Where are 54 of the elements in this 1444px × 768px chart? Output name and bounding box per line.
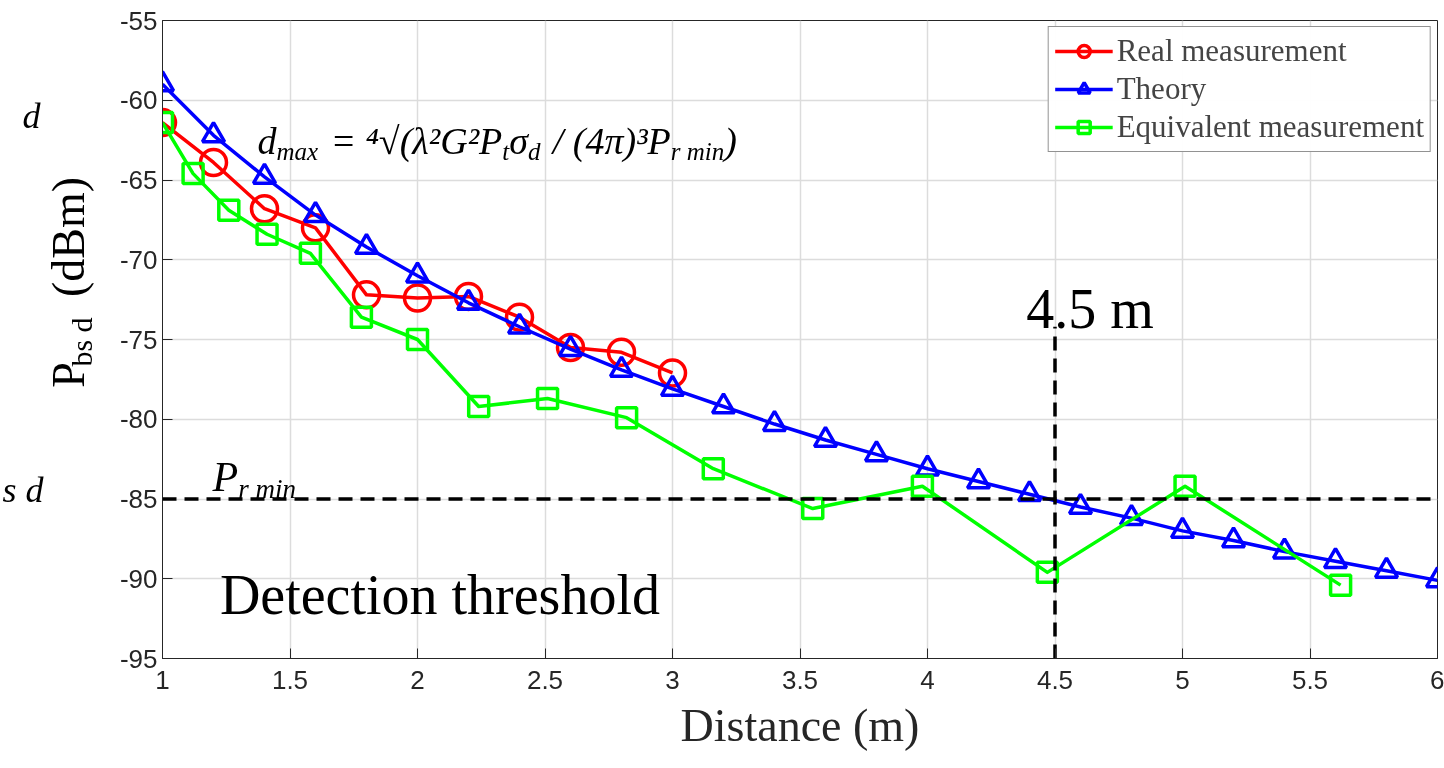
y-tick-label: -70 xyxy=(119,244,158,275)
y-tick-label: -95 xyxy=(119,643,158,674)
legend-label: Equivalent measurement xyxy=(1116,109,1424,145)
point xyxy=(965,467,992,490)
point xyxy=(181,161,205,186)
x-tick-label: 1.5 xyxy=(271,664,309,695)
y-tick-label: -60 xyxy=(119,85,158,116)
y-tick-label: -90 xyxy=(119,563,158,594)
point xyxy=(1322,546,1349,570)
point xyxy=(217,198,241,223)
point xyxy=(1373,556,1400,579)
x-tick-label: 2.5 xyxy=(526,664,564,695)
x-tick-label: 5.5 xyxy=(1291,664,1329,695)
x-tick-label: 3.5 xyxy=(781,664,819,695)
y-tick-label: -80 xyxy=(119,404,158,435)
text: d xyxy=(22,96,42,137)
y-axis-title: Pbs d (dBm) xyxy=(43,176,98,388)
point xyxy=(405,327,430,352)
point xyxy=(863,439,890,463)
text: s d xyxy=(2,469,45,510)
point xyxy=(255,222,279,246)
point xyxy=(535,386,560,411)
x-tick-label: 2 xyxy=(410,664,425,695)
legend-label: Real measurement xyxy=(1116,33,1347,69)
x-tick-label: 1 xyxy=(155,664,170,695)
x-axis-title: Distance (m) xyxy=(680,699,920,751)
point xyxy=(298,241,323,266)
point xyxy=(249,193,280,224)
point xyxy=(466,394,491,419)
legend-label: Theory xyxy=(1116,71,1207,107)
y-tick-label: -85 xyxy=(119,484,158,514)
x-tick-label: 6 xyxy=(1430,664,1444,695)
y-tick-label: -75 xyxy=(119,324,158,355)
point xyxy=(659,374,686,398)
x-tick-label: 5 xyxy=(1175,664,1190,695)
point xyxy=(606,337,637,367)
annotation: Detection threshold xyxy=(219,563,660,626)
x-tick-label: 4.5 xyxy=(1036,664,1074,695)
x-tick-label: 3 xyxy=(665,664,680,695)
point xyxy=(614,405,639,430)
point xyxy=(812,425,839,449)
point xyxy=(349,305,374,329)
point xyxy=(657,358,688,388)
x-tick-label: 4 xyxy=(920,664,935,695)
point xyxy=(402,283,433,313)
ref-line-label: 4.5 m xyxy=(1026,277,1154,340)
point xyxy=(1220,526,1247,549)
point xyxy=(608,355,635,378)
point xyxy=(1169,516,1196,539)
point xyxy=(761,409,788,433)
point xyxy=(1067,492,1094,516)
point xyxy=(710,392,737,415)
y-tick-label: -55 xyxy=(119,5,158,36)
y-tick-label: -65 xyxy=(119,165,158,195)
